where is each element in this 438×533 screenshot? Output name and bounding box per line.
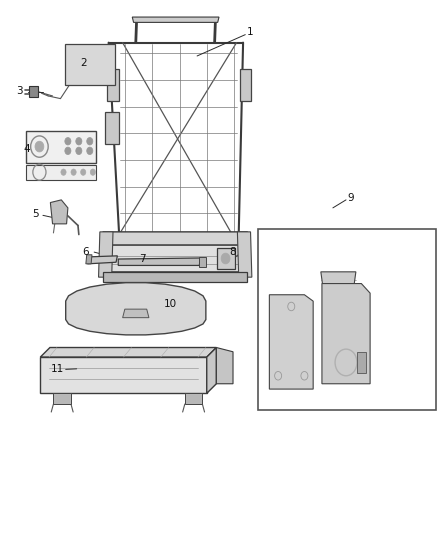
Polygon shape xyxy=(29,86,38,97)
Text: 6: 6 xyxy=(82,247,89,256)
Polygon shape xyxy=(99,232,113,277)
Polygon shape xyxy=(88,256,117,264)
Polygon shape xyxy=(240,69,251,101)
Circle shape xyxy=(221,253,230,264)
Text: 8: 8 xyxy=(229,247,236,256)
Polygon shape xyxy=(40,348,216,357)
Text: 4: 4 xyxy=(24,144,31,154)
Polygon shape xyxy=(185,393,202,404)
Circle shape xyxy=(76,138,82,145)
Polygon shape xyxy=(86,255,92,264)
Circle shape xyxy=(87,147,93,155)
Polygon shape xyxy=(105,112,119,144)
Polygon shape xyxy=(103,272,247,282)
Polygon shape xyxy=(107,69,119,101)
Circle shape xyxy=(65,147,71,155)
Polygon shape xyxy=(101,245,250,272)
Text: 5: 5 xyxy=(32,209,39,219)
Polygon shape xyxy=(207,348,216,393)
Circle shape xyxy=(90,169,95,175)
Polygon shape xyxy=(237,232,252,277)
Polygon shape xyxy=(65,44,115,85)
Polygon shape xyxy=(50,200,68,224)
Polygon shape xyxy=(53,393,71,404)
Text: 2: 2 xyxy=(80,58,87,68)
Polygon shape xyxy=(103,232,247,245)
Polygon shape xyxy=(118,258,201,265)
Circle shape xyxy=(71,169,76,175)
Polygon shape xyxy=(217,248,235,269)
Polygon shape xyxy=(123,309,149,318)
Polygon shape xyxy=(26,131,96,163)
Circle shape xyxy=(76,147,82,155)
Circle shape xyxy=(87,138,93,145)
Text: 7: 7 xyxy=(139,254,146,263)
Polygon shape xyxy=(26,165,96,180)
Text: 9: 9 xyxy=(347,193,354,203)
Circle shape xyxy=(65,138,71,145)
Text: 3: 3 xyxy=(16,86,23,95)
Text: 1: 1 xyxy=(246,27,253,37)
Text: 11: 11 xyxy=(50,364,64,374)
Circle shape xyxy=(61,169,66,175)
Polygon shape xyxy=(216,348,233,384)
Text: 10: 10 xyxy=(164,299,177,309)
Circle shape xyxy=(35,141,44,152)
Polygon shape xyxy=(199,257,206,266)
Polygon shape xyxy=(40,357,207,393)
Polygon shape xyxy=(269,295,313,389)
Polygon shape xyxy=(132,17,219,22)
Polygon shape xyxy=(322,284,370,384)
Bar xyxy=(258,229,436,410)
Polygon shape xyxy=(357,352,366,373)
Polygon shape xyxy=(66,282,206,335)
Polygon shape xyxy=(321,272,356,288)
Circle shape xyxy=(81,169,86,175)
